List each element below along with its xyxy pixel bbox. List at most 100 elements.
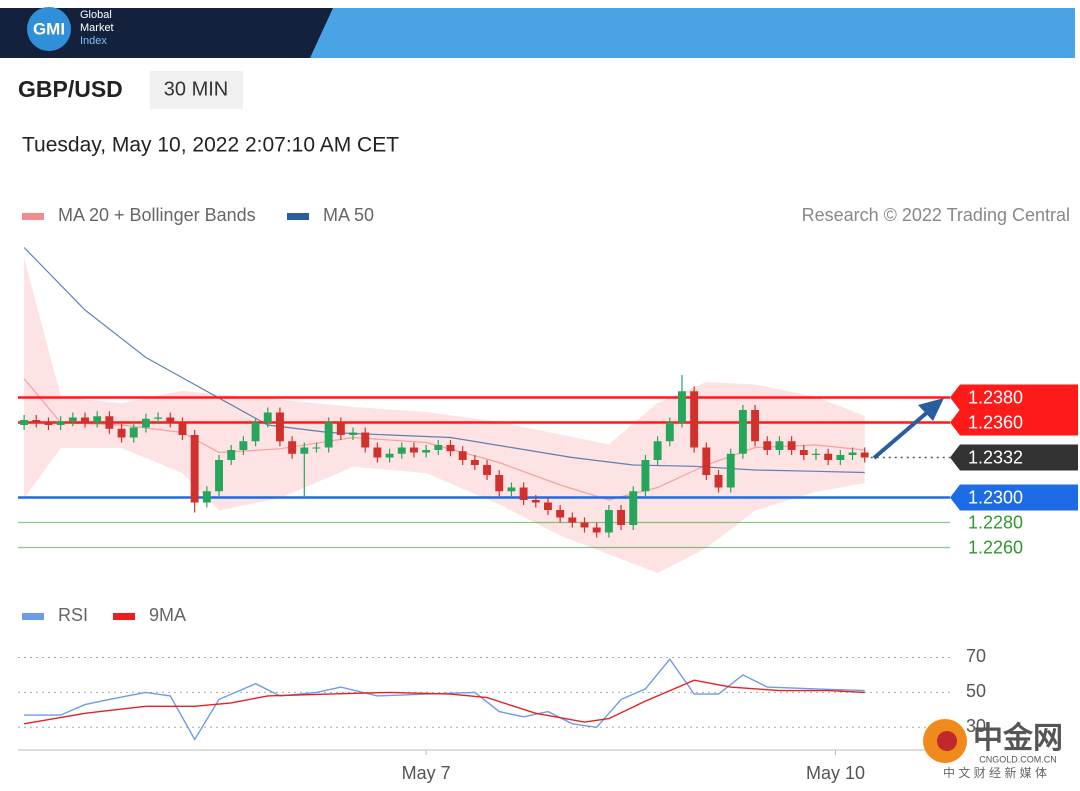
candle-body (653, 441, 662, 460)
series-line (24, 658, 865, 741)
candle-body (288, 441, 297, 454)
candle-body (726, 453, 735, 488)
candle (385, 448, 394, 463)
candle (409, 442, 418, 458)
candle (349, 427, 357, 440)
candle-body (141, 418, 150, 428)
last-price-tag (950, 444, 1078, 471)
timestamp: Tuesday, May 10, 2022 2:07:10 AM CET (22, 134, 399, 157)
logo: GMI (33, 19, 65, 38)
candle (190, 430, 199, 513)
candle-body (507, 487, 516, 492)
candle (483, 460, 492, 480)
candle-body (312, 447, 321, 449)
watermark-logo (937, 731, 957, 751)
interval-chip[interactable] (150, 71, 243, 109)
candle (32, 415, 41, 428)
candle (154, 412, 163, 424)
candle (836, 450, 845, 465)
watermark-slogan: 中 文 财 经 新 媒 体 (943, 765, 1047, 780)
watermark: 中金网 CNGOLD.COM.CN 中 文 财 经 新 媒 体 (923, 719, 1063, 780)
candle-body (556, 510, 565, 518)
candle-body (68, 417, 77, 422)
candle (592, 522, 601, 538)
candle-body (178, 422, 187, 435)
candle-body (81, 417, 89, 423)
candle (336, 417, 345, 440)
candle-body (409, 447, 418, 453)
candle-body (190, 435, 199, 503)
candle-body (44, 422, 53, 425)
header-dark (0, 8, 333, 58)
candle-body (202, 491, 211, 503)
candle (422, 445, 431, 458)
logo-circle (27, 7, 71, 51)
candle-body (56, 421, 65, 425)
candle (763, 436, 772, 455)
candle-body (665, 422, 674, 442)
candle (848, 447, 857, 460)
candle (373, 442, 382, 463)
candle (361, 427, 370, 453)
candle (288, 436, 297, 459)
candle-body (154, 417, 163, 419)
candle (227, 445, 236, 465)
candle (56, 416, 65, 430)
candle-body (275, 412, 284, 442)
legend-label: RSI (58, 605, 88, 625)
symbol: GBP/USD (18, 76, 123, 102)
candle-body (470, 460, 479, 465)
legend-swatch (22, 213, 44, 220)
watermark-name: 中金网 (973, 721, 1063, 755)
candle (263, 407, 272, 428)
x-tick-label: May 10 (806, 763, 865, 783)
candle (531, 495, 540, 508)
candle-body (629, 491, 638, 525)
candle (178, 417, 187, 440)
candle-body (799, 450, 808, 455)
candle (300, 442, 309, 498)
candle-body (349, 432, 357, 435)
forecast-arrowhead (918, 398, 944, 421)
candle (44, 417, 53, 430)
candle-body (300, 447, 309, 454)
candle (275, 407, 284, 447)
candle-body (836, 455, 845, 460)
candle-body (422, 450, 431, 453)
candle-body (824, 453, 833, 460)
candle-body (361, 432, 370, 448)
candle (556, 505, 565, 523)
candle-body (336, 422, 345, 435)
interval[interactable]: 30 MIN (164, 78, 228, 100)
candle (68, 412, 77, 427)
level-tag (950, 484, 1078, 511)
brand-line: Global (80, 9, 112, 21)
candle (665, 417, 674, 447)
level-label: 1.2300 (968, 487, 1023, 507)
forecast-arrow (872, 408, 932, 460)
candle-body (117, 428, 126, 438)
candle (604, 505, 613, 538)
candle (568, 512, 577, 528)
legend-label: MA 50 (323, 205, 374, 225)
candle (93, 411, 102, 428)
candle-body (519, 487, 528, 500)
candle (580, 517, 589, 533)
candle-body (568, 517, 577, 523)
candle (434, 440, 443, 455)
y-tick-label: 30 (966, 716, 986, 736)
candle (775, 436, 784, 455)
candle-body (544, 502, 552, 510)
candle (202, 486, 211, 508)
y-tick-label: 70 (966, 646, 986, 666)
candle-body (787, 441, 796, 450)
candle (751, 405, 760, 447)
candle-body (531, 500, 540, 503)
candle-body (580, 522, 589, 528)
candle (726, 448, 735, 493)
candle (397, 442, 406, 459)
candle (812, 448, 820, 460)
candle (470, 455, 479, 470)
candle-body (617, 510, 626, 525)
candle-body (495, 475, 504, 492)
